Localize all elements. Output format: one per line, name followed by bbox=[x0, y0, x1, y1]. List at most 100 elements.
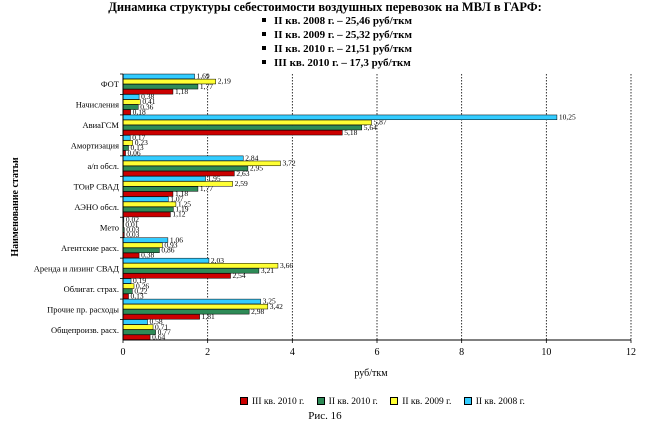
data-label: 0,02 bbox=[126, 215, 139, 224]
category-label: Мето bbox=[100, 222, 119, 232]
data-label: 1,19 bbox=[175, 205, 188, 214]
bar bbox=[122, 99, 141, 105]
data-label: 1,06 bbox=[170, 235, 183, 244]
x-tick-label: 10 bbox=[541, 347, 551, 358]
bar bbox=[122, 94, 140, 100]
bar bbox=[122, 196, 169, 202]
data-label: 0,36 bbox=[140, 102, 153, 111]
chart-title: Динамика структуры себестоимости воздушн… bbox=[108, 0, 542, 14]
legend-label: III кв. 2010 г. bbox=[252, 397, 305, 407]
bar bbox=[122, 252, 140, 259]
bar bbox=[122, 109, 131, 115]
data-label: 0,18 bbox=[133, 107, 146, 116]
cost-summary-item: III кв. 2010 г. – 17,3 руб/ткм bbox=[262, 56, 412, 70]
bullet-icon bbox=[262, 18, 266, 23]
data-label: 0,71 bbox=[155, 322, 168, 331]
bar bbox=[122, 278, 132, 284]
category-label: а/п обсл. bbox=[87, 161, 119, 171]
cost-summary-text: II кв. 2008 г. – 25,46 руб/ткм bbox=[274, 15, 412, 27]
category-label: Прочие пр. расходы bbox=[47, 304, 119, 314]
bar bbox=[122, 329, 156, 335]
cost-summary-text: II кв. 2009 г. – 25,32 руб/ткм bbox=[274, 29, 412, 41]
category-label: Агентские расх. bbox=[61, 243, 119, 253]
bar bbox=[122, 206, 174, 213]
bar bbox=[122, 119, 372, 126]
x-tick-label: 0 bbox=[121, 347, 126, 358]
data-label: 0,38 bbox=[141, 92, 154, 101]
legend-item: II кв. 2008 г. bbox=[463, 396, 525, 407]
data-label: 3,21 bbox=[261, 266, 274, 275]
data-label: 1,77 bbox=[200, 82, 213, 91]
data-label: 1,77 bbox=[200, 184, 213, 193]
data-label: 2,98 bbox=[251, 307, 264, 316]
data-label: 0,06 bbox=[128, 148, 141, 157]
data-label: 5,87 bbox=[373, 118, 386, 127]
data-label: 2,63 bbox=[236, 169, 249, 178]
x-tick-label: 4 bbox=[290, 347, 295, 358]
data-label: 2,95 bbox=[250, 164, 263, 173]
data-label: 3,42 bbox=[270, 302, 283, 311]
data-label: 0,13 bbox=[131, 292, 144, 301]
data-label: 0,38 bbox=[141, 251, 154, 260]
data-label: 2,03 bbox=[211, 256, 224, 265]
bar bbox=[122, 293, 129, 299]
data-label: 0,01 bbox=[125, 220, 138, 229]
bullet-icon bbox=[262, 46, 266, 51]
data-label: 0,86 bbox=[161, 246, 174, 255]
category-label: Общепроизв. расх. bbox=[51, 325, 119, 335]
bar bbox=[122, 135, 131, 141]
cost-summary-item: II кв. 2008 г. – 25,46 руб/ткм bbox=[262, 14, 412, 28]
category-label: ФОТ bbox=[101, 79, 120, 89]
data-label: 10,25 bbox=[559, 113, 576, 122]
cost-summary-text: II кв. 2010 г. – 21,51 руб/ткм bbox=[274, 43, 412, 55]
cost-summary-list: II кв. 2008 г. – 25,46 руб/ткм II кв. 20… bbox=[262, 14, 412, 70]
data-label: 2,54 bbox=[233, 271, 246, 280]
bar bbox=[122, 73, 195, 80]
data-label: 0,23 bbox=[135, 138, 148, 147]
bar bbox=[122, 257, 210, 264]
bar bbox=[122, 165, 249, 172]
data-label: 1,18 bbox=[175, 189, 188, 198]
data-label: 0,03 bbox=[126, 230, 139, 239]
cost-summary-item: II кв. 2009 г. – 25,32 руб/ткм bbox=[262, 28, 412, 42]
figure-caption: Рис. 16 bbox=[308, 410, 342, 422]
category-label: АвиаГСМ bbox=[82, 120, 119, 130]
legend-swatch bbox=[390, 396, 399, 405]
chart-legend: III кв. 2010 г. II кв. 2010 г. II кв. 20… bbox=[240, 396, 535, 407]
x-tick-label: 12 bbox=[626, 347, 636, 358]
data-label: 2,84 bbox=[245, 153, 258, 162]
bar bbox=[122, 130, 343, 136]
category-label: Амортизация bbox=[71, 141, 119, 151]
legend-swatch bbox=[240, 396, 248, 405]
data-label: 1,81 bbox=[202, 312, 215, 321]
data-label: 1,12 bbox=[172, 210, 185, 219]
data-label: 1,95 bbox=[208, 174, 221, 183]
data-label: 0,03 bbox=[126, 225, 139, 234]
legend-swatch bbox=[316, 396, 325, 405]
legend-label: II кв. 2010 г. bbox=[328, 397, 378, 407]
data-label: 0,17 bbox=[132, 133, 145, 142]
cost-summary-text: III кв. 2010 г. – 17,3 руб/ткм bbox=[274, 57, 411, 69]
category-label: Аренда и лизинг СВАД bbox=[34, 263, 119, 273]
x-tick-label: 6 bbox=[375, 347, 380, 358]
category-label: Облигат. страх. bbox=[64, 284, 119, 294]
bar bbox=[122, 124, 363, 131]
data-label: 1,18 bbox=[175, 87, 188, 96]
data-label: 0,64 bbox=[152, 332, 165, 341]
data-label: 0,77 bbox=[158, 327, 171, 336]
x-tick-label: 2 bbox=[205, 347, 210, 358]
category-label: ТОиР СВАД bbox=[74, 182, 120, 192]
data-label: 3,25 bbox=[263, 297, 276, 306]
data-label: 0,19 bbox=[133, 276, 146, 285]
x-tick-label: 8 bbox=[459, 347, 464, 358]
data-label: 3,72 bbox=[282, 159, 295, 168]
x-axis-title: руб/ткм bbox=[354, 368, 388, 379]
data-label: 0,26 bbox=[136, 281, 149, 290]
data-label: 1,25 bbox=[178, 200, 191, 209]
bar bbox=[122, 242, 163, 248]
legend-item: III кв. 2010 г. bbox=[240, 396, 305, 407]
data-label: 0,41 bbox=[142, 97, 155, 106]
bar bbox=[122, 319, 148, 325]
data-label: 5,18 bbox=[344, 128, 357, 137]
